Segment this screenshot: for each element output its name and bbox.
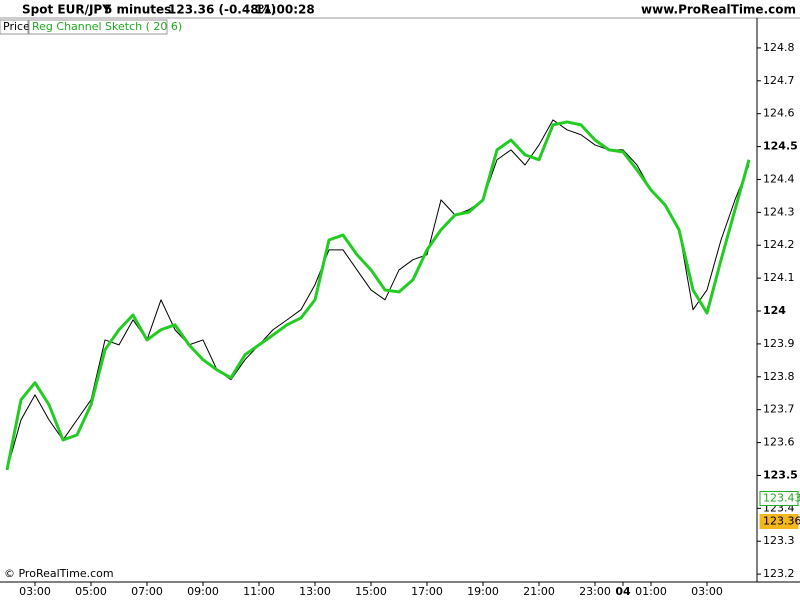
- price-marker: [759, 513, 799, 529]
- series-line: [5, 120, 751, 471]
- x-tick-label: 21:00: [523, 585, 555, 598]
- price-marker-label: 123.36: [763, 514, 800, 527]
- y-tick-label: 124.6: [763, 107, 795, 120]
- y-tick-label: 124.4: [763, 172, 795, 185]
- instrument: Spot EUR/JPY: [22, 3, 111, 17]
- x-tick-label: 19:00: [467, 585, 499, 598]
- y-tick-label: 123.7: [763, 403, 795, 416]
- x-tick-label: 01:00: [635, 585, 667, 598]
- y-tick-label: 124.7: [763, 74, 795, 87]
- x-tick-label: 05:00: [75, 585, 107, 598]
- x-tick-label: 23:00: [579, 585, 611, 598]
- timeframe: 5 minutes: [104, 3, 171, 17]
- price-marker-label: 123.43: [763, 491, 800, 504]
- site: www.ProRealTime.com: [641, 3, 796, 17]
- y-tick-label: 124.2: [763, 238, 795, 251]
- x-tick-label: 03:00: [19, 585, 51, 598]
- y-tick-label: 123.8: [763, 370, 795, 383]
- y-tick-label: 124.5: [763, 140, 798, 153]
- last-price: 123.36 (-0.48%): [168, 3, 276, 17]
- legend-label: Reg Channel Sketch ( 20 6): [32, 20, 182, 33]
- clock: 11:00:28: [255, 3, 315, 17]
- y-tick-label: 124.1: [763, 271, 795, 284]
- x-tick-label: 04: [615, 585, 631, 598]
- x-tick-label: 13:00: [299, 585, 331, 598]
- x-tick-label: 07:00: [131, 585, 163, 598]
- legend-box: [28, 19, 168, 35]
- y-tick-label: 123.9: [763, 337, 795, 350]
- x-tick-label: 17:00: [411, 585, 443, 598]
- x-tick-label: 09:00: [187, 585, 219, 598]
- x-tick-label: 11:00: [243, 585, 275, 598]
- footer: © ProRealTime.com: [4, 567, 114, 580]
- x-tick-label: 15:00: [355, 585, 387, 598]
- y-tick-label: 124: [763, 304, 786, 317]
- series-line: [6, 119, 750, 470]
- y-tick-label: 123.6: [763, 436, 795, 449]
- price-marker: [759, 490, 799, 506]
- y-tick-label: 124.3: [763, 205, 795, 218]
- y-tick-label: 123.2: [763, 567, 795, 580]
- y-tick-label: 124.8: [763, 41, 795, 54]
- x-tick-label: 03:00: [691, 585, 723, 598]
- legend-label: Price: [3, 20, 30, 33]
- y-tick-label: 123.3: [763, 534, 795, 547]
- y-tick-label: 123.5: [763, 468, 798, 481]
- legend-box: [0, 19, 29, 35]
